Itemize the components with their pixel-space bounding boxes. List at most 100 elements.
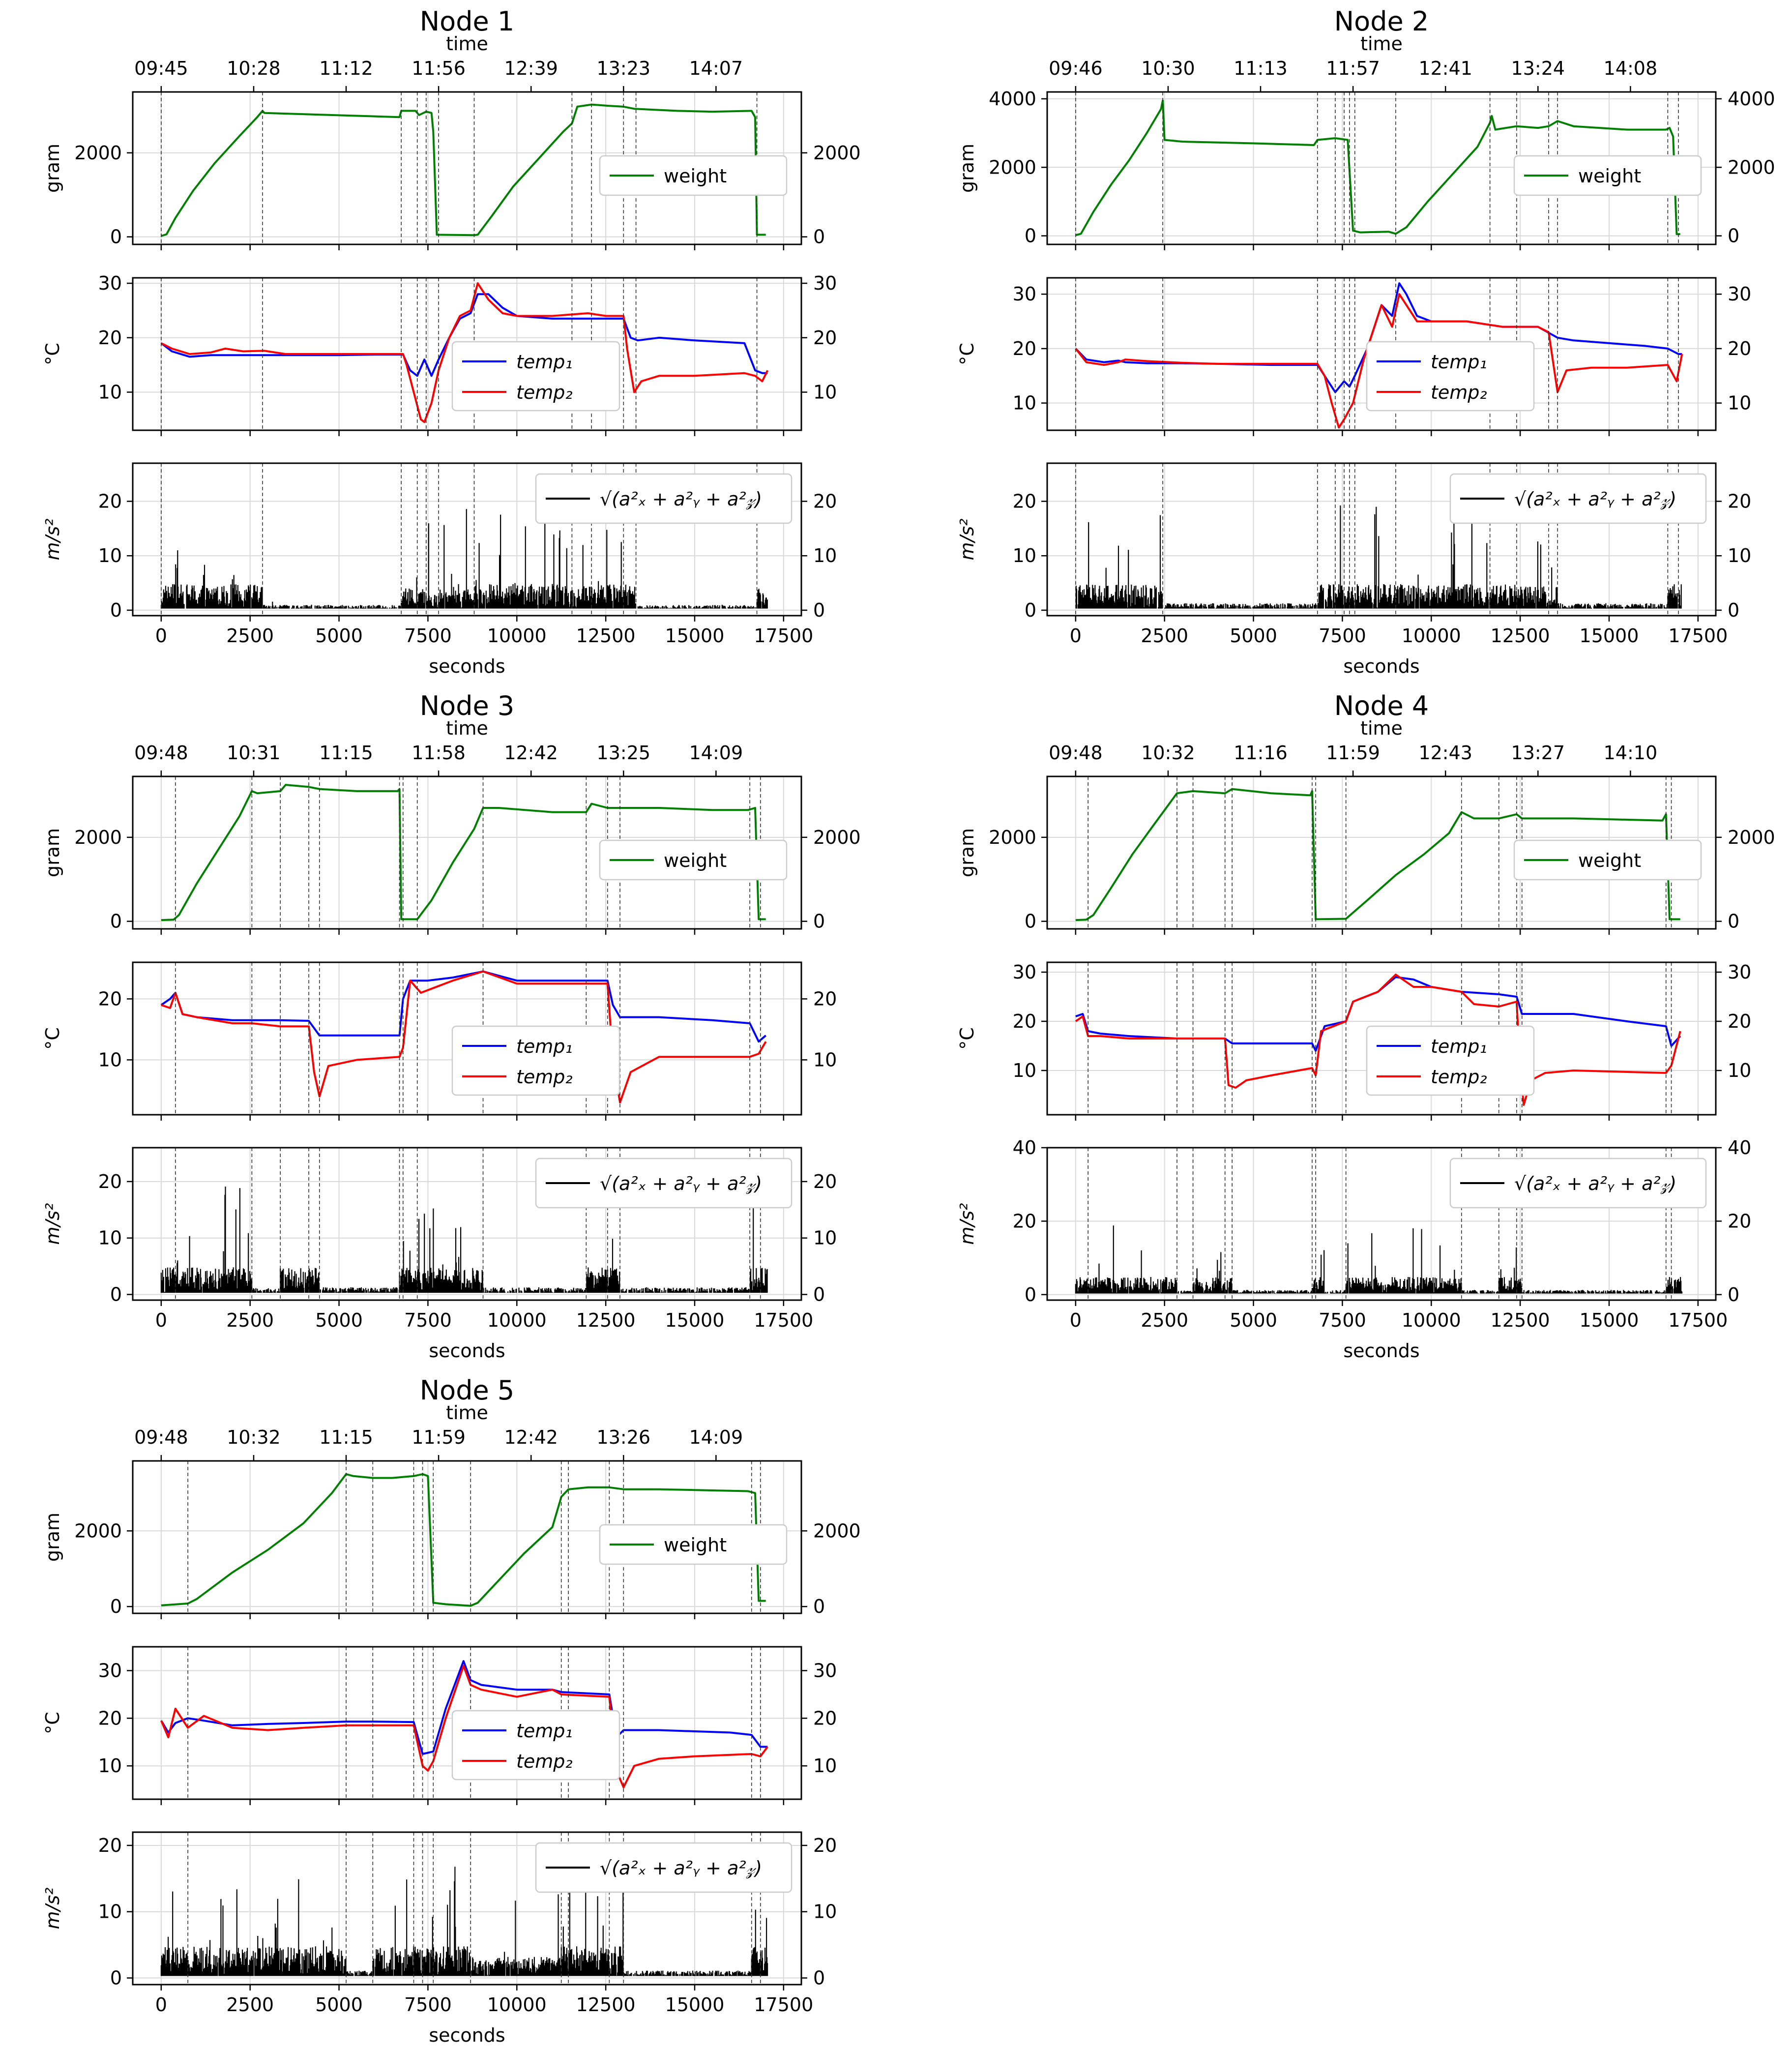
legend-label-weight: weight: [1578, 850, 1641, 871]
x-tick-label: 2500: [1141, 1309, 1188, 1331]
x-tick-label: 10000: [1402, 625, 1461, 647]
y-tick-label-left: 20: [98, 988, 122, 1010]
y-tick-label-right: 0: [1728, 1284, 1739, 1306]
x-tick-label: 5000: [315, 1309, 363, 1331]
x-tick-label: 5000: [315, 625, 363, 647]
top-time-tick-label: 11:12: [319, 58, 373, 79]
top-axis-label: time: [1360, 33, 1403, 55]
y-tick-label-right: 20: [813, 327, 837, 349]
y-axis-label: m/s²: [956, 519, 978, 561]
y-tick-label-right: 20: [813, 1835, 837, 1856]
top-time-tick-label: 11:56: [411, 58, 466, 79]
x-tick-label: 2500: [226, 1994, 274, 2016]
top-time-tick-label: 11:13: [1234, 58, 1288, 79]
legend-label-temp1: temp₁: [516, 1720, 573, 1742]
legend-label-temp2: temp₂: [1431, 382, 1487, 403]
top-time-tick-label: 11:58: [411, 742, 466, 764]
y-tick-label-left: 2000: [989, 156, 1036, 178]
y-tick-label-right: 20: [813, 1171, 837, 1192]
accel-series-group: [1076, 1225, 1682, 1293]
y-tick-label-left: 10: [1013, 392, 1036, 414]
chart-title: Node 3: [420, 690, 514, 721]
top-time-tick-label: 11:15: [319, 1426, 373, 1448]
x-tick-label: 10000: [487, 625, 547, 647]
legend-label-temp2: temp₂: [516, 1066, 573, 1088]
y-tick-label-right: 30: [813, 1660, 837, 1681]
x-tick-label: 15000: [665, 1994, 725, 2016]
y-tick-label-left: 10: [98, 1227, 122, 1249]
top-time-tick-label: 09:48: [1049, 742, 1103, 764]
x-tick-label: 12500: [576, 1309, 636, 1331]
x-tick-label: 15000: [665, 1309, 725, 1331]
y-tick-label-left: 30: [1013, 961, 1036, 983]
accel-series-group: [161, 509, 767, 608]
y-tick-label-right: 10: [813, 1901, 837, 1923]
y-axis-label: gram: [42, 1513, 63, 1562]
y-axis-label: gram: [956, 144, 978, 193]
x-tick-label: 5000: [315, 1994, 363, 2016]
top-time-tick-label: 13:27: [1511, 742, 1565, 764]
y-tick-label-left: 20: [98, 1707, 122, 1729]
y-axis-label: m/s²: [42, 1888, 63, 1930]
y-tick-label-left: 0: [110, 911, 122, 932]
x-tick-label: 0: [155, 1309, 167, 1331]
top-time-tick-label: 13:26: [597, 1426, 651, 1448]
y-tick-label-right: 30: [813, 272, 837, 294]
y-tick-label-right: 0: [813, 599, 825, 621]
bottom-axis-label: seconds: [429, 655, 505, 677]
y-tick-label-right: 20: [813, 491, 837, 512]
y-axis-label: °C: [42, 1027, 63, 1050]
y-tick-label-left: 10: [98, 1755, 122, 1777]
legend-label-temp2: temp₂: [1431, 1066, 1487, 1088]
top-axis-label: time: [446, 1402, 488, 1424]
y-tick-label-right: 10: [813, 1755, 837, 1777]
legend-label-temp1: temp₁: [516, 351, 573, 373]
y-tick-label-left: 0: [110, 226, 122, 248]
top-time-tick-label: 09:45: [134, 58, 188, 79]
y-tick-label-right: 10: [813, 382, 837, 403]
top-time-tick-label: 10:28: [227, 58, 281, 79]
y-tick-label-right: 30: [1728, 283, 1751, 305]
x-tick-label: 17500: [1668, 1309, 1728, 1331]
y-axis-label: °C: [956, 343, 978, 365]
y-tick-label-left: 2000: [74, 1520, 122, 1542]
top-time-tick-label: 10:30: [1141, 58, 1195, 79]
bottom-axis-label: seconds: [429, 2024, 505, 2046]
y-tick-label-right: 0: [813, 226, 825, 248]
y-tick-label-right: 0: [813, 1596, 825, 1617]
y-tick-label-left: 10: [1013, 1060, 1036, 1081]
y-axis-label: m/s²: [956, 1203, 978, 1245]
x-tick-label: 2500: [226, 625, 274, 647]
y-tick-label-left: 0: [110, 1284, 122, 1306]
y-tick-label-left: 20: [1013, 1210, 1036, 1232]
top-time-tick-label: 12:43: [1418, 742, 1472, 764]
y-tick-label-left: 0: [1025, 911, 1036, 932]
y-tick-label-right: 40: [1728, 1137, 1751, 1159]
x-tick-label: 17500: [1668, 625, 1728, 647]
y-tick-label-right: 20: [1728, 1010, 1751, 1032]
y-tick-label-right: 20: [1728, 338, 1751, 359]
legend-label-accel: √(a²ₓ + a²ᵧ + a²𝓏): [600, 1173, 762, 1194]
y-tick-label-left: 20: [98, 491, 122, 512]
chart-title: Node 1: [420, 6, 514, 37]
x-tick-label: 10000: [487, 1994, 547, 2016]
y-tick-label-left: 30: [98, 272, 122, 294]
y-tick-label-right: 20: [1728, 1210, 1751, 1232]
x-tick-label: 0: [1070, 1309, 1082, 1331]
y-tick-label-right: 0: [1728, 225, 1739, 247]
accel-magnitude-line: [161, 509, 767, 608]
x-tick-label: 2500: [226, 1309, 274, 1331]
y-tick-label-left: 0: [1025, 599, 1036, 621]
x-tick-label: 15000: [665, 625, 725, 647]
y-tick-label-right: 10: [1728, 392, 1751, 414]
y-axis-label: gram: [956, 828, 978, 877]
top-axis-label: time: [446, 33, 488, 55]
y-tick-label-right: 30: [1728, 961, 1751, 983]
